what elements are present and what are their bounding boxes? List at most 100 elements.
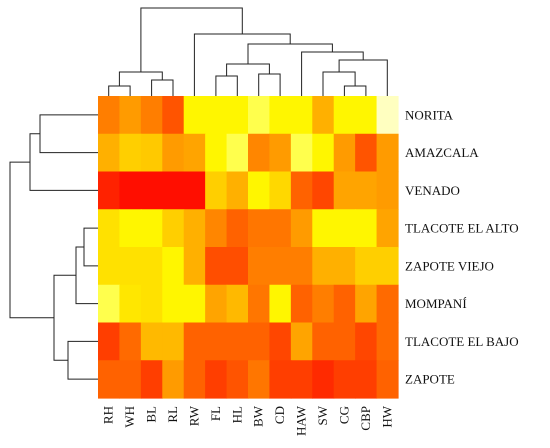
heatmap-cell [140, 322, 163, 361]
heatmap-cell [183, 284, 206, 324]
heatmap-cell [376, 209, 399, 248]
heatmap-cell [98, 96, 121, 135]
heatmap-cell [140, 360, 163, 399]
heatmap-cell [119, 360, 142, 399]
heatmap-cell [376, 284, 399, 324]
row-label: TLACOTE EL ALTO [405, 221, 519, 236]
heatmap-cell [98, 284, 121, 324]
heatmap-cell [333, 360, 356, 399]
row-dendrogram-branch [9, 161, 54, 319]
heatmap-cell [269, 360, 292, 399]
heatmap-cell [355, 96, 378, 135]
heatmap-cell [183, 171, 206, 210]
row-labels: NORITA AMAZCALA VENADO TLACOTE EL ALTO ZAPOT… [405, 107, 519, 386]
heatmap-cell [269, 284, 292, 324]
heatmap-cell [312, 209, 335, 248]
row-dendrogram-branch [67, 340, 98, 380]
heatmap-cell [226, 322, 249, 361]
heatmap-cell [119, 322, 142, 361]
heatmap-cell [140, 284, 163, 324]
heatmap-cell [312, 133, 335, 173]
column-dendrogram-branch [193, 33, 291, 96]
column-label: BL [144, 406, 159, 423]
heatmap-cell [98, 133, 121, 173]
column-label: RL [165, 406, 180, 423]
row-dendrogram-branch [39, 114, 98, 154]
heatmap-cell [333, 96, 356, 135]
heatmap-cell [119, 247, 142, 286]
heatmap-cell [140, 209, 163, 248]
column-dendrogram-branch [151, 79, 174, 96]
heatmap-cell [119, 209, 142, 248]
heatmap-cell [162, 96, 185, 135]
column-label: RW [186, 405, 201, 426]
heatmap-cell [205, 360, 228, 399]
heatmap-cell [205, 284, 228, 324]
heatmap-cell [98, 247, 121, 286]
heatmap-cell [140, 133, 163, 173]
heatmap-cell [333, 133, 356, 173]
row-label: ZAPOTE [405, 372, 455, 387]
heatmap-cell [162, 322, 185, 361]
heatmap-cell [269, 247, 292, 286]
heatmap-cell [248, 360, 271, 399]
heatmap-cell [333, 284, 356, 324]
column-label: WH [122, 406, 137, 428]
heatmap-cell [205, 247, 228, 286]
heatmap-cell [119, 284, 142, 324]
heatmap-cell [290, 209, 313, 248]
row-label: ZAPOTE VIEJO [405, 258, 494, 273]
column-dendrogram-branch [343, 85, 367, 96]
heatmap-cell [355, 284, 378, 324]
heatmap-cell [183, 133, 206, 173]
heatmap-cell [290, 284, 313, 324]
heatmap-cell [290, 171, 313, 210]
heatmap-cell [312, 247, 335, 286]
heatmap-cell [376, 171, 399, 210]
heatmap-cell [98, 360, 121, 399]
column-label: FL [208, 406, 223, 421]
row-dendrogram [9, 114, 98, 380]
column-label: HW [379, 405, 394, 427]
heatmap-cell [376, 247, 399, 286]
heatmap-cell [290, 133, 313, 173]
heatmap-cell [312, 284, 335, 324]
column-dendrogram-branch [247, 43, 333, 64]
heatmap-cell [140, 247, 163, 286]
column-dendrogram-branch [322, 71, 356, 96]
heatmap-cell [248, 96, 271, 135]
row-dendrogram-branch [83, 227, 98, 267]
heatmap-cell [119, 171, 142, 210]
heatmap-cell [140, 96, 163, 135]
row-dendrogram-branch [75, 246, 98, 305]
column-label: CG [336, 406, 351, 424]
heatmap-cell [226, 209, 249, 248]
heatmap-cell [355, 322, 378, 361]
row-label: AMAZCALA [405, 145, 479, 160]
heatmap-cell [355, 247, 378, 286]
heatmap-cell [183, 360, 206, 399]
heatmap-cell [205, 209, 228, 248]
column-dendrogram-branch [338, 59, 388, 96]
heatmap-cell [162, 171, 185, 210]
heatmap-cell [290, 322, 313, 361]
heatmap-cell [119, 96, 142, 135]
heatmap-cell [162, 360, 185, 399]
column-label: SW [315, 405, 330, 425]
heatmap-cell [312, 322, 335, 361]
heatmap-cell [205, 322, 228, 361]
row-label: TLACOTE EL BAJO [405, 334, 519, 349]
heatmap-cell [183, 322, 206, 361]
heatmap-cell [333, 209, 356, 248]
column-dendrogram-branch [118, 71, 163, 86]
heatmap-cell [312, 171, 335, 210]
heatmap-cell [248, 209, 271, 248]
heatmap-cell [269, 209, 292, 248]
row-label: NORITA [405, 107, 454, 122]
heatmap-cell [290, 96, 313, 135]
heatmap-cell [98, 171, 121, 210]
heatmap-cell [269, 96, 292, 135]
row-label: MOMPANÍ [405, 296, 467, 311]
column-dendrogram-branch [215, 75, 238, 96]
